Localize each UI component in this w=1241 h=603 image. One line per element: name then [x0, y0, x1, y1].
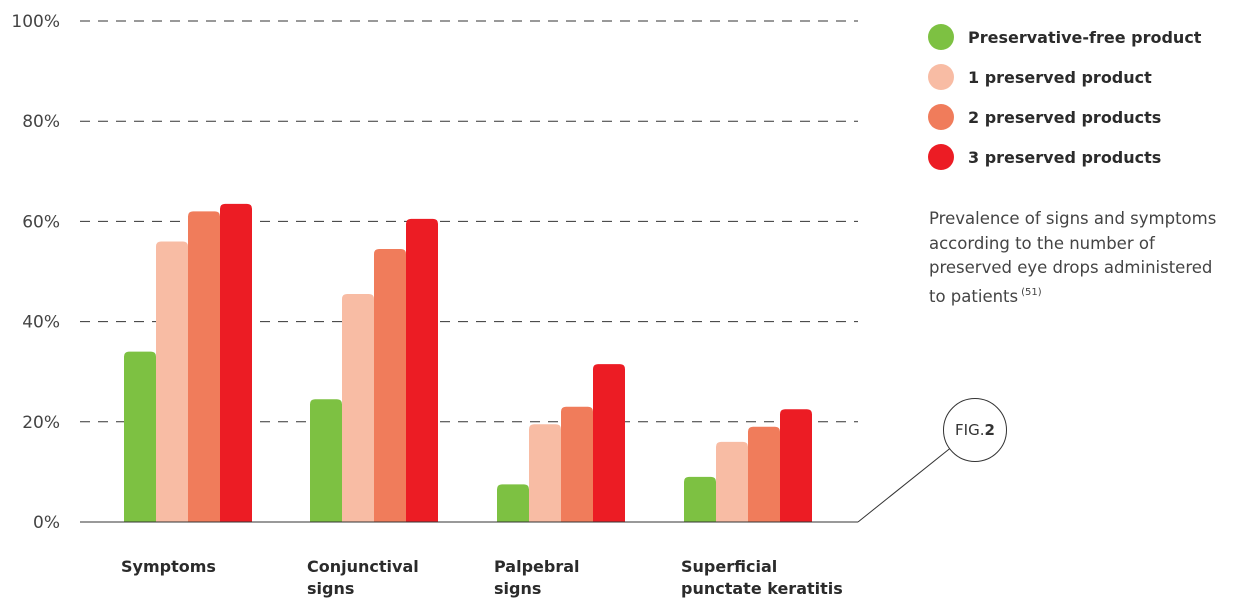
y-tick-label: 0% — [33, 513, 60, 533]
figure-number: 2 — [985, 421, 995, 439]
bar — [406, 219, 438, 522]
x-category-label: Superficial — [681, 557, 777, 576]
bar — [716, 442, 748, 522]
legend-label: Preservative-free product — [968, 28, 1201, 47]
bar — [529, 424, 561, 522]
legend-label: 1 preserved product — [968, 68, 1152, 87]
x-category-label: Symptoms — [121, 557, 216, 576]
bar — [310, 399, 342, 522]
legend-item: 1 preserved product — [928, 57, 1201, 97]
figure-leader-line — [858, 446, 953, 522]
bar — [684, 477, 716, 522]
legend-label: 3 preserved products — [968, 148, 1161, 167]
legend-item: Preservative-free product — [928, 17, 1201, 57]
bar — [124, 352, 156, 522]
x-category-label: Palpebral — [494, 557, 580, 576]
x-category-label: signs — [307, 579, 354, 598]
y-tick-label: 60% — [22, 212, 60, 232]
legend: Preservative-free product 1 preserved pr… — [928, 17, 1201, 177]
figure-number-badge: FIG. 2 — [943, 398, 1007, 462]
x-category-label: punctate keratitis — [681, 579, 843, 598]
y-tick-label: 100% — [11, 12, 60, 32]
figure-prefix: FIG. — [955, 421, 984, 439]
bar — [374, 249, 406, 522]
bar — [497, 484, 529, 522]
bar — [561, 407, 593, 522]
bar — [593, 364, 625, 522]
legend-swatch-3-preserved — [928, 144, 954, 170]
x-category-label: signs — [494, 579, 541, 598]
caption-reference: (51) — [1021, 287, 1042, 298]
legend-label: 2 preserved products — [968, 108, 1161, 127]
bar — [780, 409, 812, 522]
y-tick-label: 80% — [22, 112, 60, 132]
legend-item: 2 preserved products — [928, 97, 1201, 137]
figure-caption: Prevalence of signs and symptoms accordi… — [929, 207, 1229, 309]
legend-swatch-preservative-free — [928, 24, 954, 50]
bar — [188, 211, 220, 522]
x-category-label: Conjunctival — [307, 557, 419, 576]
legend-swatch-1-preserved — [928, 64, 954, 90]
y-tick-label: 20% — [22, 413, 60, 433]
bar — [748, 427, 780, 522]
y-tick-label: 40% — [22, 313, 60, 333]
legend-item: 3 preserved products — [928, 137, 1201, 177]
caption-text: Prevalence of signs and symptoms accordi… — [929, 209, 1216, 306]
legend-swatch-2-preserved — [928, 104, 954, 130]
bar — [220, 204, 252, 522]
bar — [342, 294, 374, 522]
bar — [156, 241, 188, 522]
